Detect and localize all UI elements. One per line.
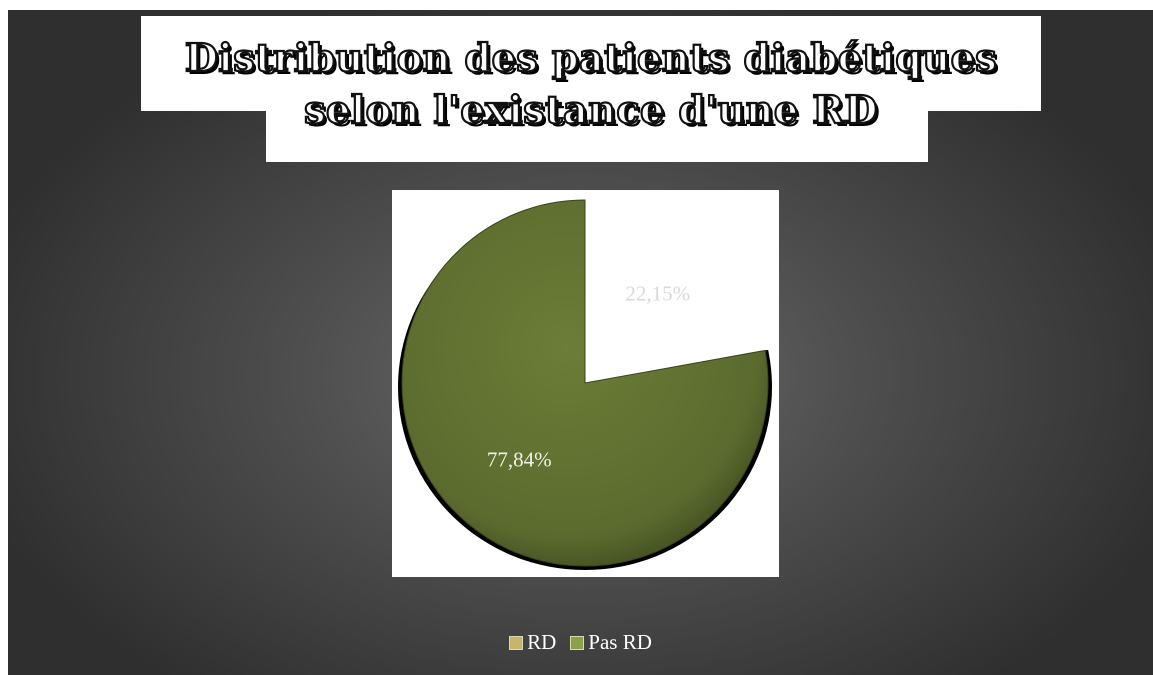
pie-slices xyxy=(401,192,773,567)
pie-chart: 22,15% 77,84% xyxy=(398,192,773,570)
legend-swatch-pas-rd xyxy=(570,635,585,650)
pie-slice-pas-rd xyxy=(401,199,769,567)
legend-label-rd: RD xyxy=(527,630,557,654)
pie-slice-rd xyxy=(585,192,773,383)
plot-area: 22,15% 77,84% xyxy=(392,190,779,577)
chart-title: Distribution des patients diabétiques se… xyxy=(184,34,998,133)
data-label-pas-rd: 77,84% xyxy=(487,447,552,471)
pie-data-labels: 22,15% 77,84% xyxy=(487,282,690,472)
legend-item-rd: RD xyxy=(509,630,556,655)
title-backdrop-bottom xyxy=(266,110,928,162)
data-label-rd: 22,15% xyxy=(625,282,690,306)
legend: RD Pas RD xyxy=(8,630,1153,655)
legend-swatch-rd xyxy=(509,635,524,650)
title-backdrop-top xyxy=(141,16,1041,111)
legend-label-pas-rd: Pas RD xyxy=(588,630,652,654)
legend-item-pas-rd: Pas RD xyxy=(570,630,652,655)
slide-background: Distribution des patients diabétiques se… xyxy=(8,10,1153,675)
